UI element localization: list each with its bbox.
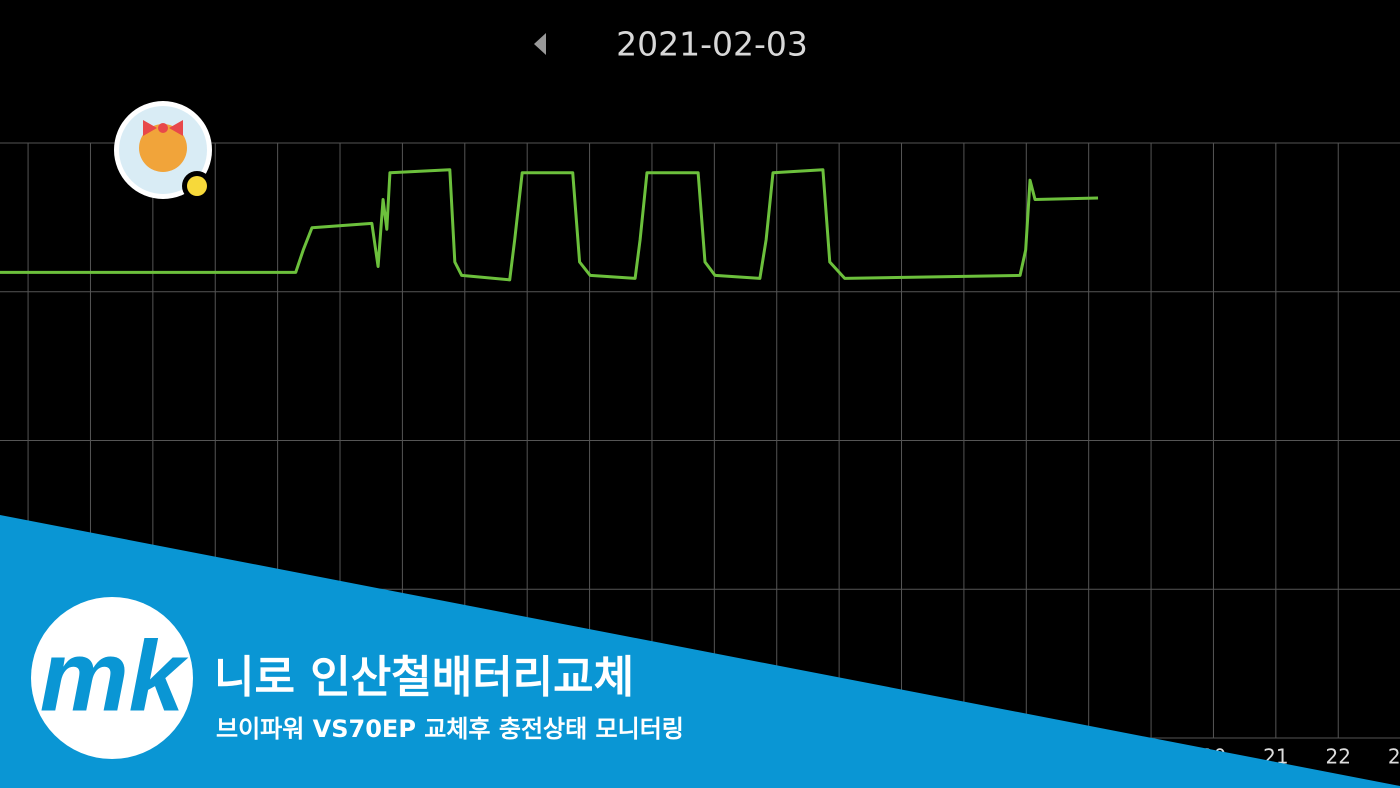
- logo-circle: [31, 597, 193, 759]
- avatar: [114, 101, 212, 201]
- date-label: 2021-02-03: [616, 25, 808, 64]
- line-series: [0, 168, 1099, 282]
- banner-background: [0, 515, 1400, 788]
- x-tick-label: 23: [1388, 745, 1400, 769]
- x-tick-label: 22: [1326, 745, 1351, 769]
- logo-text: mk: [40, 620, 189, 732]
- banner-subtitle: 브이파워 VS70EP 교체후 충전상태 모니터링: [216, 715, 684, 743]
- banner-title: 니로 인산철배터리교체: [214, 652, 634, 703]
- prev-date-button[interactable]: [534, 33, 546, 55]
